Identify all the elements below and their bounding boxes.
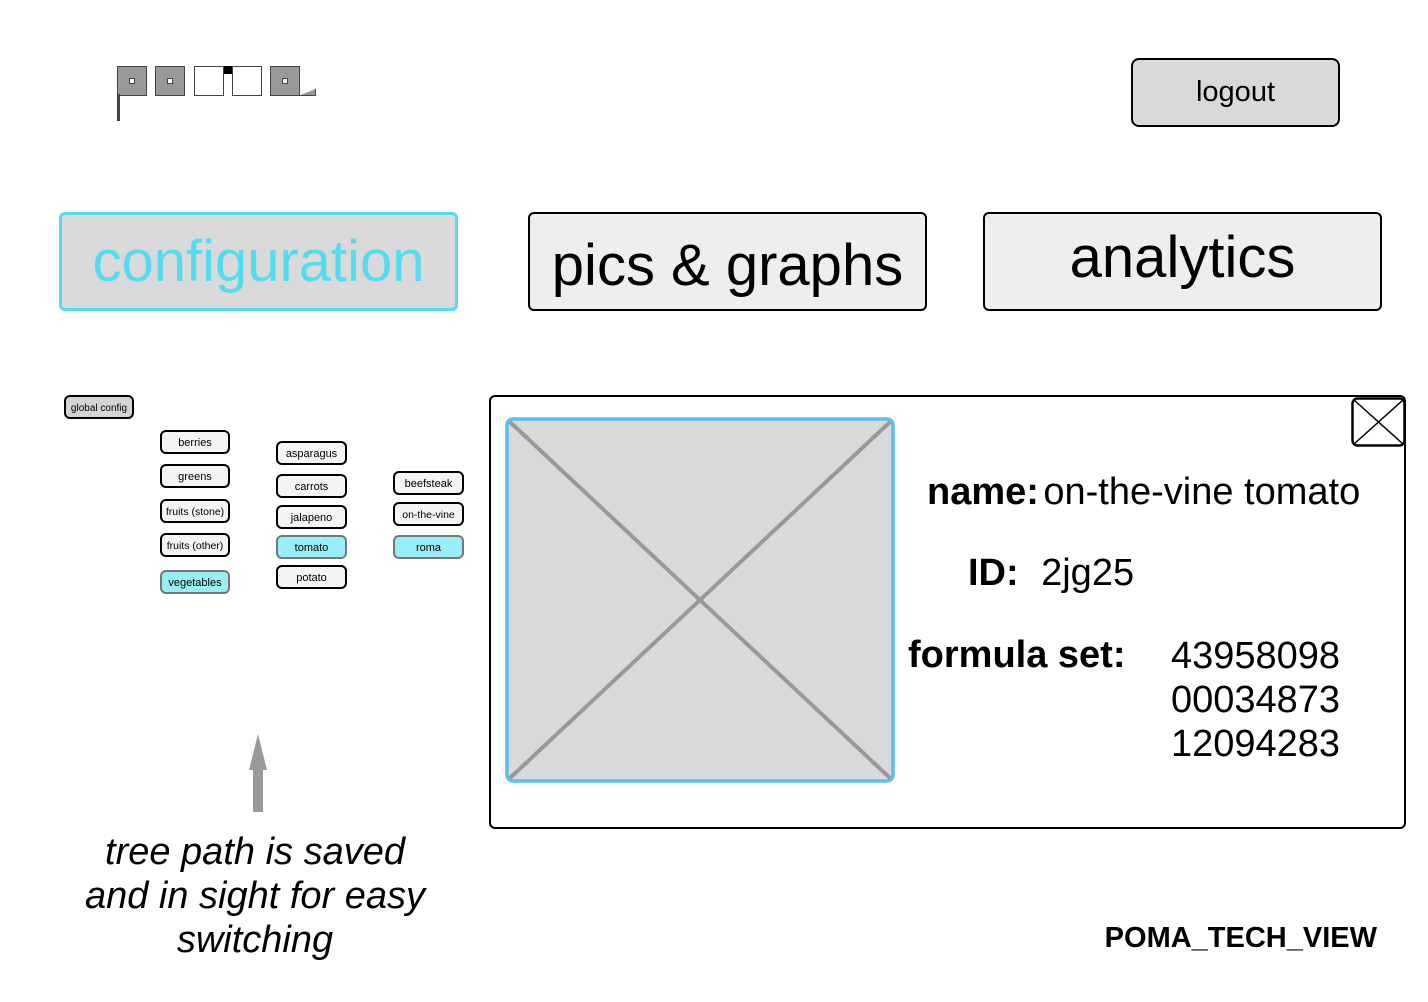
image-placeholder-icon (505, 417, 895, 783)
tree-node-on-the-vine[interactable]: on-the-vine (393, 502, 464, 526)
annotation-line: and in sight for easy (84, 875, 426, 917)
name-value: on-the-vine tomato (1043, 471, 1361, 513)
tree-node-jalapeno[interactable]: jalapeno (276, 505, 347, 529)
tree-node-roma[interactable]: roma (393, 535, 464, 559)
detail-panel: name: on-the-vine tomato ID: 2jg25 formu… (489, 395, 1406, 829)
tree-node-fruits-stone[interactable]: fruits (stone) (160, 499, 230, 523)
annotation-line: tree path is saved (105, 831, 405, 873)
tree-node-tomato[interactable]: tomato (276, 535, 347, 559)
tree-node-potato[interactable]: potato (276, 565, 347, 589)
id-value: 2jg25 (1041, 552, 1135, 594)
poma-logo-icon (115, 66, 320, 124)
tab-configuration[interactable]: configuration (59, 212, 458, 311)
annotation-line: switching (176, 919, 334, 961)
name-row: name: on-the-vine tomato (927, 471, 1360, 514)
tree-node-global-config[interactable]: global config (64, 395, 134, 419)
tab-pics-graphs[interactable]: pics & graphs (528, 212, 927, 311)
tree-node-greens[interactable]: greens (160, 464, 230, 488)
logout-button[interactable]: logout (1131, 58, 1340, 127)
tree-node-carrots[interactable]: carrots (276, 474, 347, 498)
tree-node-berries[interactable]: berries (160, 430, 230, 454)
up-arrow-icon (249, 734, 267, 812)
poma-logo (115, 66, 320, 124)
tree-node-beefsteak[interactable]: beefsteak (393, 471, 464, 495)
tree-node-asparagus[interactable]: asparagus (276, 441, 347, 465)
tree-node-fruits-other[interactable]: fruits (other) (160, 533, 230, 557)
close-icon[interactable] (1351, 397, 1406, 447)
formula-values: 43958098 00034873 12094283 (1171, 634, 1340, 766)
id-row: ID: 2jg25 (968, 552, 1134, 595)
view-tag: POMA_TECH_VIEW (1104, 922, 1377, 954)
annotation-caption: tree path is saved and in sight for easy… (50, 830, 460, 962)
formula-value: 43958098 (1171, 635, 1341, 677)
id-label: ID: (968, 552, 1019, 594)
formula-value: 12094283 (1171, 723, 1341, 765)
formula-label: formula set: (908, 634, 1126, 676)
tree-node-vegetables[interactable]: vegetables (160, 570, 230, 594)
tab-analytics[interactable]: analytics (983, 212, 1382, 311)
formula-value: 00034873 (1171, 679, 1341, 721)
name-label: name: (927, 471, 1039, 513)
